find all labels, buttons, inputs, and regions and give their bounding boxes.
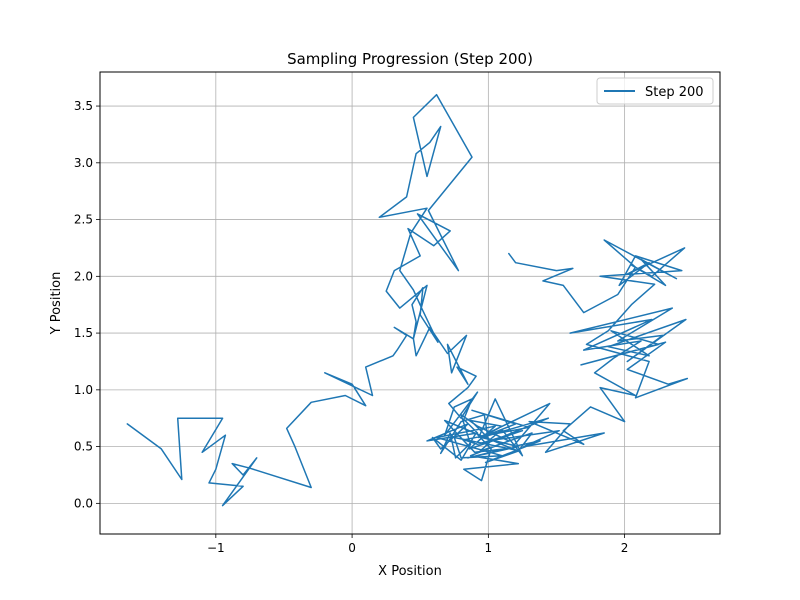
x-tick-label: 0 [348,541,356,555]
axis-ticks: −1 0 1 2 0.0 0.5 1.0 1.5 2.0 2.5 3.0 3.5 [74,99,629,555]
x-tick-label: 2 [621,541,629,555]
legend-box [596,77,714,105]
series-layer [126,93,689,507]
legend-label: Step 200 [645,85,704,100]
y-tick-label: 3.5 [74,99,93,113]
grid-lines [100,72,720,534]
series-line-step-200 [126,93,689,507]
y-tick-label: 2.5 [74,213,93,227]
y-tick-label: 0.0 [74,496,93,510]
y-tick-label: 0.5 [74,440,93,454]
y-axis-label: Y Position [49,272,64,336]
y-tick-label: 3.0 [74,156,93,170]
y-tick-label: 1.5 [74,326,93,340]
x-tick-label: 1 [485,541,493,555]
legend: Step 200 [596,77,714,105]
y-tick-label: 2.0 [74,269,93,283]
chart-title: Sampling Progression (Step 200) [287,50,533,68]
y-tick-label: 1.0 [74,383,93,397]
x-axis-label: X Position [378,564,442,579]
x-tick-label: −1 [207,541,225,555]
plot-frame [99,71,721,535]
